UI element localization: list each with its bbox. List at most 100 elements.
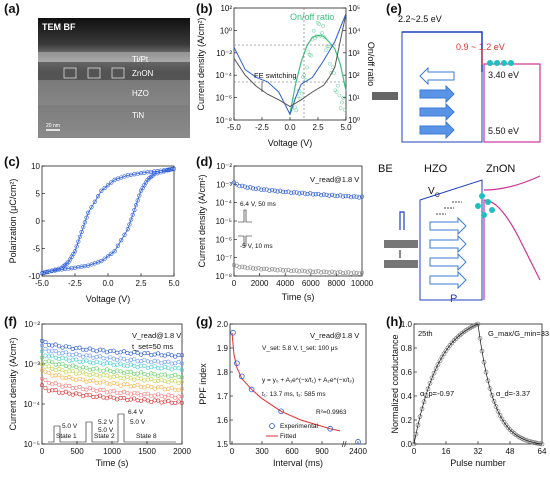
- pv-loop-point: [79, 229, 84, 235]
- chart-g-ylabel: PPF index: [198, 363, 208, 405]
- chart-b-y2ticks: 10⁵ 10⁴ 10³ 10² 10¹ 10⁰: [343, 4, 361, 125]
- f-state-3-point: [80, 359, 85, 364]
- f-state-3-point: [43, 353, 48, 358]
- f-state-2-point: [101, 356, 106, 361]
- f-state-6-point: [77, 376, 82, 381]
- d-lrs-point: [310, 269, 316, 274]
- f-state-3-point: [111, 363, 116, 368]
- pv-loop-point: [112, 249, 117, 254]
- f-state-6-point: [162, 387, 167, 392]
- d-hrs-point: [357, 195, 362, 200]
- f-state-4-point: [39, 355, 44, 360]
- f-state-3-point: [53, 355, 58, 360]
- pv-loop-point: [109, 180, 114, 185]
- f-state-3-point: [60, 355, 65, 360]
- ytick-label: 10⁻²: [216, 49, 232, 58]
- f-state-5-point: [176, 381, 181, 386]
- e-vo-label: V: [428, 186, 435, 197]
- xtick-label: 32: [474, 447, 483, 456]
- f-state-5-point: [87, 373, 92, 378]
- tem-scale-label: 20 nm: [46, 123, 60, 129]
- d-lrs-point: [259, 267, 264, 272]
- f-state-7-point: [84, 387, 89, 392]
- ytick-label: 10⁻²: [24, 320, 40, 329]
- d-hrs-point: [321, 192, 326, 197]
- f-state-7-point: [128, 392, 133, 397]
- xtick-label: 300: [255, 447, 269, 456]
- tem-label-znon: ZnON: [132, 69, 154, 78]
- chart-h-xticks: 0 16 32 48 64: [412, 441, 547, 456]
- e-p-label: P: [450, 293, 457, 305]
- xtick-label: 1000: [103, 447, 121, 456]
- pv-loop-point: [99, 259, 104, 264]
- f-state-8-point: [46, 388, 51, 393]
- f-state-2-point: [139, 359, 144, 364]
- f-state-5-point: [125, 374, 130, 379]
- conductance-point: [417, 414, 423, 419]
- ytick-label: -5: [33, 245, 41, 254]
- pv-loop-point: [84, 215, 89, 220]
- f-state-3-point: [91, 361, 96, 366]
- ytick-label: 10⁻²: [216, 162, 232, 171]
- f-state-8-point: [132, 396, 137, 401]
- f-state-8-point: [166, 398, 171, 403]
- d-hrs-point: [299, 190, 305, 195]
- f-state-3-point: [169, 367, 174, 372]
- f-state-4-point: [156, 373, 161, 378]
- f-state-6-point: [39, 368, 44, 373]
- xtick-label: 0: [232, 279, 237, 288]
- onoff-point: [341, 95, 346, 100]
- e-be-bar-top: [372, 92, 398, 100]
- d-hrs-point: [272, 188, 277, 193]
- conductance-point: [525, 438, 531, 444]
- f-state-6-point: [80, 377, 85, 382]
- conductance-point: [433, 366, 439, 371]
- f-state-4-point: [166, 374, 171, 379]
- f-state-3-point: [84, 358, 89, 363]
- ytick-label: 1.6: [217, 416, 229, 425]
- conductance-point: [423, 392, 429, 398]
- f-state-1-point: [108, 349, 113, 354]
- f-state-4-point: [77, 366, 82, 371]
- pv-loop-line: [41, 168, 175, 274]
- f-state-8-point: [43, 385, 48, 390]
- f-state-4-point: [53, 362, 58, 367]
- f-state-5-point: [145, 377, 150, 382]
- f-state-1-point: [39, 338, 44, 343]
- d-hrs-point: [248, 185, 253, 190]
- pv-loop-point: [127, 222, 132, 227]
- d-hrs-point: [316, 191, 321, 197]
- f-state-1-point: [166, 352, 171, 357]
- f-state-2-point: [176, 360, 181, 365]
- d-hrs-point: [308, 191, 313, 196]
- chart-g-plot: [230, 329, 361, 445]
- chart-h-ylabel: Normalized conductance: [390, 334, 400, 433]
- chart-b-ylabel: Current density (A/cm²): [196, 17, 206, 110]
- f-state-7-point: [80, 387, 85, 392]
- f-state-5-point: [159, 377, 164, 382]
- f-state-7-point: [77, 384, 82, 389]
- f-state-7-point: [43, 378, 48, 383]
- conductance-point: [481, 359, 487, 365]
- chart-f-pulse-inset: 5.0 V 5.0 V 5.2 V 5.0 V 6.4 V State 1 St…: [48, 409, 176, 443]
- f-state-5-point: [149, 376, 154, 381]
- f-state-8-point: [98, 393, 103, 398]
- f-state-6-point: [132, 384, 137, 389]
- f-state-6-point: [60, 375, 65, 380]
- tem-corner-label: TEM BF: [42, 22, 76, 32]
- ytick-label: 1.8: [217, 368, 229, 377]
- f-state-7-point: [176, 394, 181, 399]
- f-state-8-point: [142, 397, 147, 402]
- f-state-4-point: [125, 370, 130, 375]
- f-state-6-point: [108, 382, 113, 387]
- f-state-3-point: [173, 365, 178, 370]
- f-state-6-point: [173, 387, 178, 392]
- onoff-point: [305, 65, 309, 70]
- f-state-4-point: [46, 359, 51, 364]
- panel-label-g: (g): [196, 314, 213, 329]
- ytick-label: 10²: [348, 71, 360, 80]
- f-state-8-point: [111, 395, 116, 400]
- xtick-label: 2400: [349, 447, 367, 456]
- f-state-2-point: [80, 354, 85, 359]
- d-hrs-point: [240, 183, 245, 188]
